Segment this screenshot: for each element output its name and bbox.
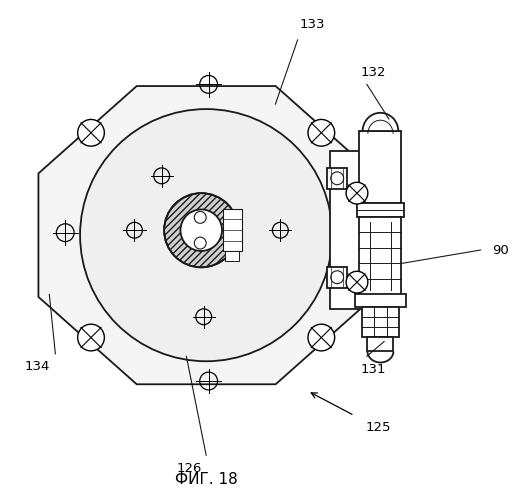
Text: 134: 134 [24, 360, 50, 373]
Bar [355, 294, 406, 307]
Text: 125: 125 [365, 420, 391, 434]
Bar [357, 203, 404, 217]
Circle shape [80, 109, 332, 361]
Text: 131: 131 [361, 362, 386, 376]
Bar [359, 217, 401, 294]
Circle shape [194, 237, 206, 249]
Bar [327, 168, 347, 188]
Text: 90: 90 [492, 244, 509, 256]
Bar [367, 336, 393, 351]
Circle shape [308, 324, 335, 351]
Circle shape [346, 182, 368, 204]
Bar [327, 267, 347, 287]
Circle shape [181, 210, 222, 251]
Circle shape [308, 120, 335, 146]
Text: 133: 133 [299, 18, 325, 32]
Bar [224, 209, 242, 251]
Circle shape [194, 212, 206, 224]
Circle shape [78, 324, 105, 351]
Bar [359, 132, 401, 203]
Polygon shape [38, 86, 374, 384]
Text: 132: 132 [361, 66, 386, 80]
Bar [362, 307, 399, 336]
Text: 126: 126 [176, 462, 202, 474]
Circle shape [78, 120, 105, 146]
Circle shape [164, 193, 238, 268]
Text: ФИГ. 18: ФИГ. 18 [175, 472, 237, 488]
Bar [226, 251, 238, 261]
Bar [330, 151, 362, 310]
Circle shape [346, 272, 368, 293]
